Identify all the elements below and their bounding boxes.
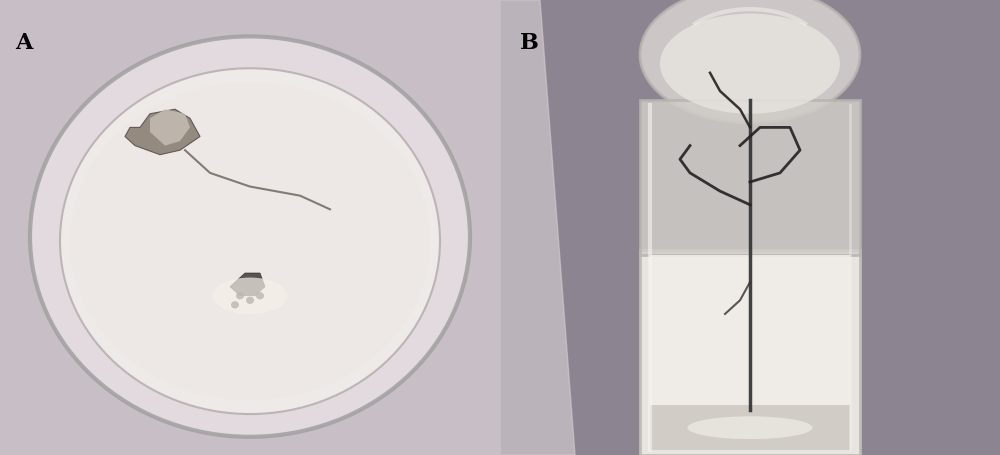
Text: B: B (520, 32, 539, 54)
FancyBboxPatch shape (0, 0, 500, 455)
Polygon shape (640, 100, 860, 255)
Polygon shape (150, 109, 190, 146)
Polygon shape (230, 273, 265, 296)
FancyBboxPatch shape (650, 255, 850, 450)
Ellipse shape (70, 82, 430, 400)
Circle shape (236, 292, 244, 299)
Ellipse shape (660, 14, 840, 114)
Ellipse shape (30, 36, 470, 437)
FancyBboxPatch shape (640, 250, 860, 455)
Ellipse shape (640, 0, 860, 123)
Ellipse shape (212, 278, 288, 314)
Polygon shape (125, 109, 200, 155)
FancyBboxPatch shape (650, 405, 850, 450)
Ellipse shape (60, 68, 440, 414)
Circle shape (231, 301, 239, 308)
Ellipse shape (688, 416, 812, 439)
Circle shape (256, 292, 264, 299)
Circle shape (246, 297, 254, 304)
Text: A: A (15, 32, 32, 54)
FancyBboxPatch shape (500, 0, 1000, 455)
